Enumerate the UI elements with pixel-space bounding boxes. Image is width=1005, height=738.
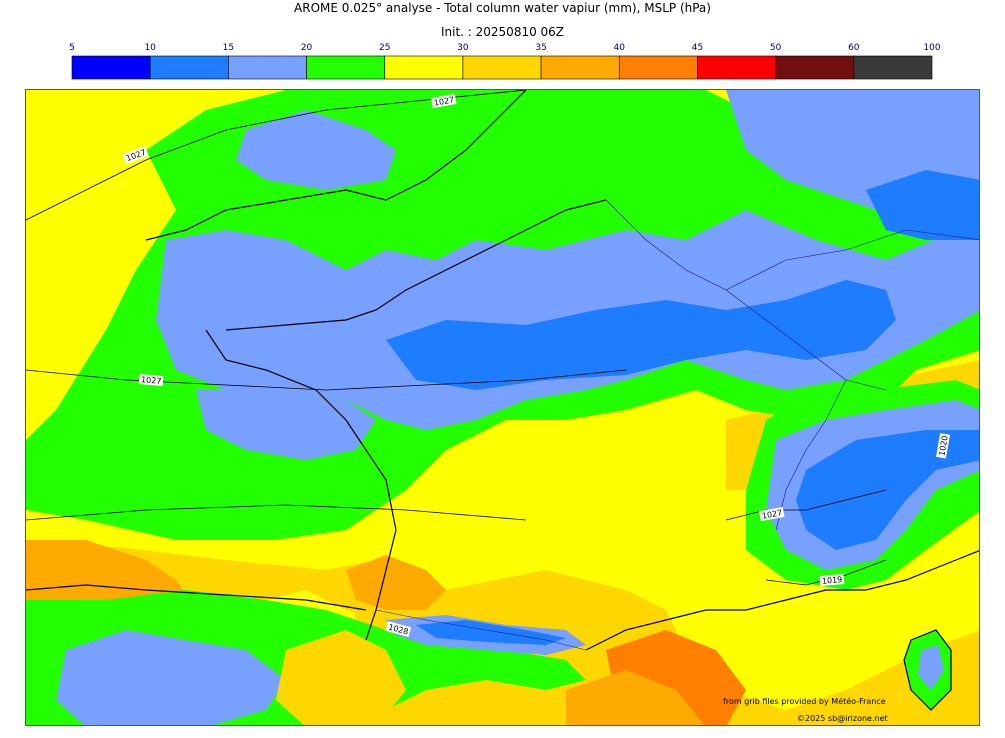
coastline-mediterranean [585, 550, 979, 651]
tcwv-field-blue-germany [866, 170, 979, 240]
data-source-credit: from grib files provided by Météo-France [723, 697, 886, 706]
tcwv-field-lightblue-corsica [918, 645, 944, 690]
colorbar-tick-label: 15 [223, 43, 234, 53]
svg-text:1027: 1027 [433, 95, 455, 107]
colorbar-tick-label: 20 [301, 43, 313, 53]
colorbar-bin [540, 55, 620, 80]
colorbar-bin [149, 55, 229, 80]
colorbar-bin [775, 55, 855, 80]
isobar-label: 1027 [138, 373, 164, 387]
colorbar-bin [306, 55, 386, 80]
colorbar-tick-label: 50 [770, 43, 782, 53]
colorbar-bin [384, 55, 464, 80]
isobar-label: 1020 [936, 433, 951, 459]
colorbar-bin [697, 55, 776, 80]
isobar-line [26, 504, 527, 521]
svg-text:1020: 1020 [937, 435, 949, 457]
colorbar-tick-label: 5 [69, 43, 75, 53]
coastline-corsica [903, 629, 952, 711]
chart-title: AROME 0.025° analyse - Total column wate… [294, 1, 711, 15]
tcwv-field-lightblue-iberia [56, 630, 286, 725]
tcwv-field-orange-biscay [346, 555, 446, 610]
map-panel: 1027 1027 1027 1020 1028 1027 1019 [25, 89, 980, 726]
colorbar-tick-label: 60 [848, 43, 860, 53]
colorbar-legend: 5 10 15 20 25 30 35 40 45 50 60 100 [69, 43, 941, 80]
tcwv-field-gold-south [326, 610, 979, 725]
svg-text:1027: 1027 [761, 508, 783, 520]
colorbar-bin [228, 55, 307, 80]
colorbar-tick-label: 100 [923, 43, 940, 53]
isobar-label: 1027 [759, 507, 785, 522]
colorbar-bin [462, 55, 542, 80]
coastline-great-britain [145, 90, 527, 241]
isobar-label: 1027 [431, 94, 457, 109]
colorbar-tick-label: 30 [457, 43, 469, 53]
isobar-label: 1019 [819, 573, 845, 587]
tcwv-field-orange-med [566, 670, 705, 725]
colorbar-tick-label: 35 [535, 43, 546, 53]
tcwv-field-gold-iberia [276, 630, 406, 725]
water-vapour-map: 1027 1027 1027 1020 1028 1027 1019 [26, 90, 979, 725]
colorbar-bin [618, 55, 698, 80]
coastline-france-north [225, 199, 607, 331]
tcwv-field-lightblue-brittany [196, 390, 376, 460]
copyright-credit: ©2025 sb@irizone.net [797, 714, 888, 723]
isobar-line [26, 369, 627, 391]
colorbar-bin [853, 55, 933, 80]
colorbar-tick-label: 45 [692, 43, 703, 53]
isobar-line [26, 90, 527, 221]
svg-text:1027: 1027 [141, 375, 162, 386]
tcwv-field-blue-pyrenees [416, 620, 566, 645]
colorbar-tick-label: 25 [379, 43, 390, 53]
init-time: Init. : 20250810 06Z [440, 25, 565, 39]
coastline-iberia-north [26, 584, 367, 611]
border-lines [375, 199, 979, 651]
colorbar-bin [71, 55, 151, 80]
tcwv-field-blue-alps [796, 430, 979, 550]
svg-text:1019: 1019 [822, 575, 843, 586]
colorbar-tick-label: 10 [144, 43, 156, 53]
isobar-line [725, 489, 887, 521]
coastline-france-west [205, 329, 397, 641]
colorbar-tick-label: 40 [614, 43, 626, 53]
tcwv-field-blue-centre [386, 280, 896, 390]
tcwv-field-lightblue-channel [236, 110, 396, 190]
